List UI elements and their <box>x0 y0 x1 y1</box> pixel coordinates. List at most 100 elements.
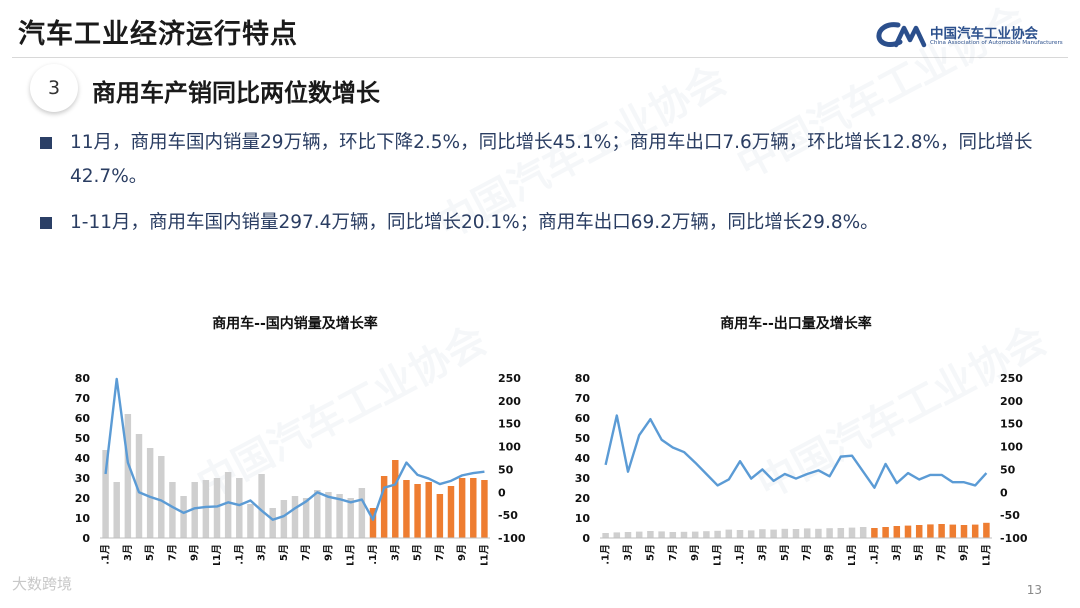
bar <box>893 526 901 538</box>
bar <box>358 488 366 538</box>
bar <box>470 478 477 538</box>
bar <box>736 530 744 538</box>
x-tick-label: 5月 <box>144 544 156 561</box>
x-tick-label: 11月 <box>211 544 223 565</box>
bar <box>949 524 957 538</box>
x-tick-label: 3月 <box>256 544 268 561</box>
bar <box>269 508 276 538</box>
x-tick-label: 5月 <box>779 544 791 561</box>
bullet-square-icon <box>40 217 52 229</box>
y-right-tick-label: 0 <box>1000 486 1008 499</box>
y-right-tick-label: 50 <box>1000 463 1016 476</box>
bar <box>247 504 254 538</box>
x-tick-label: 3月 <box>891 544 903 561</box>
bar <box>915 525 923 538</box>
bar <box>971 524 979 538</box>
y-right-tick-label: 100 <box>1000 441 1023 454</box>
x-tick-label: 5月 <box>278 544 290 561</box>
bar <box>336 494 343 538</box>
bullet-text: 11月，商用车国内销量29万辆，环比下降2.5%，同比增长45.1%；商用车出口… <box>70 132 1033 187</box>
bar <box>403 480 410 538</box>
x-tick-label: 2023.1月 <box>868 544 880 565</box>
bar <box>725 529 733 538</box>
x-tick-label: 3月 <box>622 544 634 561</box>
bar <box>169 482 176 538</box>
bar <box>481 480 488 538</box>
x-tick-label: 9月 <box>322 544 334 561</box>
page-number: 13 <box>1026 583 1042 597</box>
x-tick-label: 5月 <box>644 544 656 561</box>
bar <box>436 494 444 538</box>
title-divider <box>12 57 1068 58</box>
bullet-item: 1-11月，商用车国内销量297.4万辆，同比增长20.1%；商用车出口69.2… <box>40 206 1050 240</box>
bar <box>703 531 710 538</box>
domestic-sales-chart-svg: 商用车--国内销量及增长率 0 10 20 30 40 50 60 70 80 -100 -50 0 50… <box>75 315 526 565</box>
bar <box>458 478 466 538</box>
bar <box>848 527 856 538</box>
y-right-tick-label: -100 <box>1000 532 1028 545</box>
bar <box>425 482 432 538</box>
bar <box>369 508 377 538</box>
logo-name-cn: 中国汽车工业协会 <box>930 26 1038 42</box>
y-right-tick-label: 250 <box>498 372 521 385</box>
bar <box>213 478 221 538</box>
x-tick-label: 11月 <box>345 544 357 565</box>
x-tick-label: 2021.1月 <box>600 544 612 565</box>
domestic-sales-chart: 商用车--国内销量及增长率 0 10 20 30 40 50 60 70 80 -100 -50 0 50… <box>0 300 540 565</box>
bar <box>647 531 654 538</box>
y-right-tick-label: 150 <box>1000 418 1023 431</box>
bar <box>759 529 766 538</box>
y-left-tick-label: 20 <box>75 492 91 505</box>
y-left-tick-label: 60 <box>75 412 91 425</box>
y-left-tick-label: 10 <box>575 512 591 525</box>
x-tick-label: 3月 <box>389 544 401 561</box>
section-title: 商用车产销同比两位数增长 <box>92 79 380 107</box>
y-left-tick-label: 80 <box>575 372 591 385</box>
bar <box>380 476 388 538</box>
bar <box>714 530 721 538</box>
bar <box>224 472 232 538</box>
x-tick-label: 7月 <box>434 544 446 561</box>
bar <box>815 528 822 538</box>
footer-brand: 大数跨境 <box>12 575 73 593</box>
growth-rate-line <box>104 377 485 521</box>
bar <box>635 531 643 538</box>
chart-title: 商用车--出口量及增长率 <box>720 315 872 332</box>
y-left-tick-label: 40 <box>575 452 591 465</box>
bar <box>135 434 143 538</box>
bar <box>960 525 968 538</box>
bar <box>291 496 299 538</box>
bar <box>658 531 665 538</box>
x-tick-label: 9月 <box>824 544 836 561</box>
bullet-square-icon <box>40 137 52 149</box>
y-right-tick-label: -50 <box>1000 509 1020 522</box>
y-left-tick-label: 10 <box>75 512 91 525</box>
y-right-tick-label: 150 <box>498 418 521 431</box>
y-left-tick-label: 0 <box>82 532 90 545</box>
bar <box>302 498 310 538</box>
y-right-tick-label: 50 <box>498 463 514 476</box>
logo-name-en: China Association of Automobile Manufact… <box>930 40 1063 46</box>
y-right-tick-label: -100 <box>498 532 526 545</box>
y-left-tick-label: 70 <box>75 392 91 405</box>
bar <box>258 474 265 538</box>
bar <box>314 490 321 538</box>
bar <box>882 527 889 538</box>
y-right-tick-label: 200 <box>498 395 521 408</box>
x-tick-label: 3月 <box>122 544 134 561</box>
bar <box>680 531 688 538</box>
bar <box>770 529 777 538</box>
y-left-tick-label: 50 <box>575 432 591 445</box>
x-tick-label: 11月 <box>478 544 490 565</box>
bar <box>236 478 243 538</box>
page-title: 汽车工业经济运行特点 <box>18 19 298 50</box>
bar <box>871 528 878 538</box>
bar <box>859 527 867 538</box>
bar <box>392 460 399 538</box>
bar <box>414 484 421 538</box>
caam-logo: 中国汽车工业协会 China Association of Automobile… <box>876 18 1066 52</box>
x-tick-label: 2021.1月 <box>100 544 112 565</box>
x-tick-label: 5月 <box>913 544 925 561</box>
bar <box>124 414 132 538</box>
y-left-tick-label: 30 <box>575 472 591 485</box>
